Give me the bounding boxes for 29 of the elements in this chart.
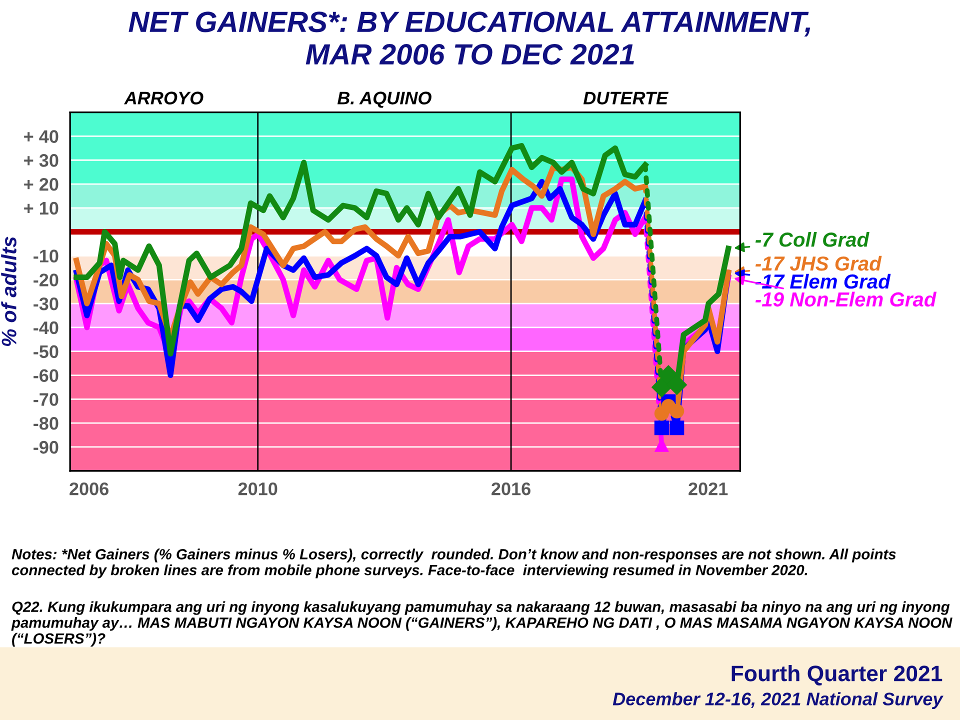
text: December 12-16, 2021 National Survey <box>612 692 944 709</box>
text: B. AQUINO <box>337 92 432 108</box>
x-tick-label: 2021 <box>688 482 728 496</box>
text: Notes: *Net Gainers (% Gainers minus % Losers), correctly rounded. Don’t know and non-responses are not shown. All points connected by broken lines are from mobile phone surveys. Face-to-face interviewing resumed in November 2020. <box>12 548 896 578</box>
y-tick-label: -40 <box>34 321 58 334</box>
y-axis-title: % of adults <box>1 236 16 346</box>
y-tick-label: + 30 <box>24 154 58 167</box>
text: ARROYO <box>124 92 204 104</box>
text: Q22. Kung ikukumpara ang uri ng inyong kasalukuyang pamumuhay sa nakaraang 12 buwan, masasabi ba ninyo na ang uri ng inyong pamumuhay ay… MAS MABUTI NGAYON KAYSA NOON (“GAINERS”), KAPAREHO NG DATI , O MAS MASAMA NGAYON KAYSA NOON (“LOSERS”)? <box>11 601 952 647</box>
y-tick-label: + 40 <box>24 130 58 143</box>
y-tick-label: -80 <box>34 417 58 430</box>
x-tick-label: 2010 <box>238 482 278 496</box>
x-tick-label: 2006 <box>70 482 108 496</box>
chart-title: NET GAINERS*: BY EDUCATIONAL ATTAINMENT, MAR 2006 TO DEC 2021 <box>128 12 810 65</box>
y-tick-label: + 20 <box>24 178 58 191</box>
y-tick-label: -50 <box>34 345 58 358</box>
text: Fourth Quarter 2021 <box>732 665 942 686</box>
y-tick-label: -70 <box>34 393 58 406</box>
x-tick-label: 2016 <box>492 482 530 496</box>
series-label: -19 Non-Elem Grad <box>755 292 937 307</box>
y-tick-label: -60 <box>34 369 58 382</box>
y-tick-label: + 10 <box>24 202 58 215</box>
text: DUTERTE <box>583 92 669 104</box>
y-tick-label: -30 <box>34 297 58 310</box>
y-tick-label: -90 <box>34 440 58 454</box>
legend-label: -7 Coll Grad <box>755 232 870 247</box>
y-tick-label: -10 <box>34 250 58 262</box>
legend-label: -17 JHS Grad <box>755 256 882 271</box>
y-tick-label: -20 <box>34 274 58 286</box>
